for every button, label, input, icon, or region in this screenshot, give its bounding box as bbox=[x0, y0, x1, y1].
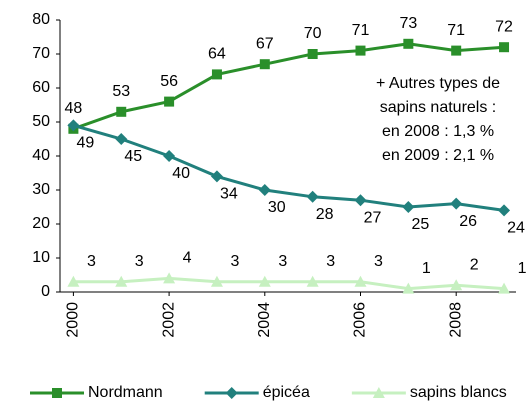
y-tick-label: 40 bbox=[32, 147, 50, 164]
data-label: 1 bbox=[518, 260, 526, 277]
point bbox=[164, 96, 175, 107]
x-tick-label: 2006 bbox=[352, 302, 369, 338]
point bbox=[67, 119, 80, 132]
point bbox=[498, 282, 511, 294]
y-tick-label: 0 bbox=[41, 283, 50, 300]
legend-marker bbox=[225, 387, 238, 399]
data-label: 53 bbox=[112, 83, 130, 100]
data-label: 25 bbox=[411, 216, 429, 233]
y-tick-label: 80 bbox=[32, 11, 50, 28]
point bbox=[210, 170, 223, 183]
point bbox=[354, 275, 367, 287]
data-label: 48 bbox=[64, 100, 82, 117]
point bbox=[306, 275, 319, 287]
data-label: 24 bbox=[507, 220, 525, 237]
y-tick-label: 60 bbox=[32, 79, 50, 96]
y-tick-label: 50 bbox=[32, 113, 50, 130]
point bbox=[402, 201, 415, 213]
annotation: en 2009 : 2,1 % bbox=[382, 147, 494, 164]
data-label: 3 bbox=[87, 253, 96, 270]
point bbox=[403, 38, 414, 49]
point bbox=[499, 42, 510, 53]
x-tick-label: 2000 bbox=[65, 302, 82, 338]
data-label: 45 bbox=[124, 148, 142, 165]
data-label: 28 bbox=[316, 206, 334, 223]
data-label: 1 bbox=[422, 260, 431, 277]
point bbox=[450, 197, 463, 210]
y-tick-label: 20 bbox=[32, 215, 50, 232]
legend-label: épicéa bbox=[263, 384, 310, 401]
y-tick-label: 70 bbox=[32, 45, 50, 62]
point bbox=[115, 275, 128, 287]
point bbox=[67, 275, 80, 287]
legend-marker bbox=[52, 388, 62, 398]
data-label: 40 bbox=[172, 165, 190, 182]
x-tick-label: 2002 bbox=[160, 302, 177, 338]
point bbox=[211, 69, 222, 80]
data-label: 3 bbox=[230, 253, 239, 270]
data-label: 56 bbox=[160, 73, 178, 90]
x-tick-label: 2008 bbox=[447, 302, 464, 338]
data-label: 71 bbox=[447, 22, 465, 39]
data-label: 73 bbox=[399, 15, 417, 32]
data-label: 49 bbox=[76, 135, 94, 152]
data-label: 67 bbox=[256, 35, 274, 52]
annotation: en 2008 : 1,3 % bbox=[382, 123, 494, 140]
data-label: 3 bbox=[374, 253, 383, 270]
point bbox=[451, 45, 462, 56]
point bbox=[306, 190, 319, 203]
series-line bbox=[72, 42, 505, 131]
data-label: 71 bbox=[352, 22, 370, 39]
point bbox=[163, 150, 176, 162]
point bbox=[116, 106, 127, 117]
point bbox=[307, 49, 318, 59]
series-line bbox=[73, 276, 505, 291]
point bbox=[210, 275, 223, 287]
point bbox=[258, 275, 271, 287]
annotation: sapins naturels : bbox=[380, 99, 497, 116]
point bbox=[498, 204, 511, 217]
point bbox=[450, 279, 463, 291]
data-label: 4 bbox=[183, 250, 192, 267]
data-label: 3 bbox=[326, 253, 335, 270]
point bbox=[355, 45, 366, 56]
series-line bbox=[72, 123, 505, 212]
data-label: 70 bbox=[304, 25, 322, 42]
data-label: 30 bbox=[268, 199, 286, 216]
point bbox=[258, 184, 271, 196]
data-label: 34 bbox=[220, 186, 238, 203]
y-tick-label: 30 bbox=[32, 181, 50, 198]
annotation: + Autres types de bbox=[376, 75, 500, 92]
data-label: 64 bbox=[208, 46, 226, 63]
point bbox=[115, 133, 128, 145]
point bbox=[259, 59, 270, 70]
point bbox=[163, 272, 176, 284]
data-label: 3 bbox=[278, 253, 287, 270]
point bbox=[402, 282, 415, 294]
legend-label: sapins blancs bbox=[410, 384, 507, 401]
legend-label: Nordmann bbox=[88, 384, 163, 401]
data-label: 26 bbox=[459, 213, 477, 230]
x-tick-label: 2004 bbox=[256, 302, 273, 338]
data-label: 2 bbox=[470, 256, 479, 273]
y-tick-label: 10 bbox=[32, 249, 50, 266]
data-label: 27 bbox=[364, 209, 382, 226]
data-label: 72 bbox=[495, 18, 513, 35]
data-label: 3 bbox=[135, 253, 144, 270]
legend-marker bbox=[372, 387, 385, 398]
point bbox=[354, 194, 367, 207]
